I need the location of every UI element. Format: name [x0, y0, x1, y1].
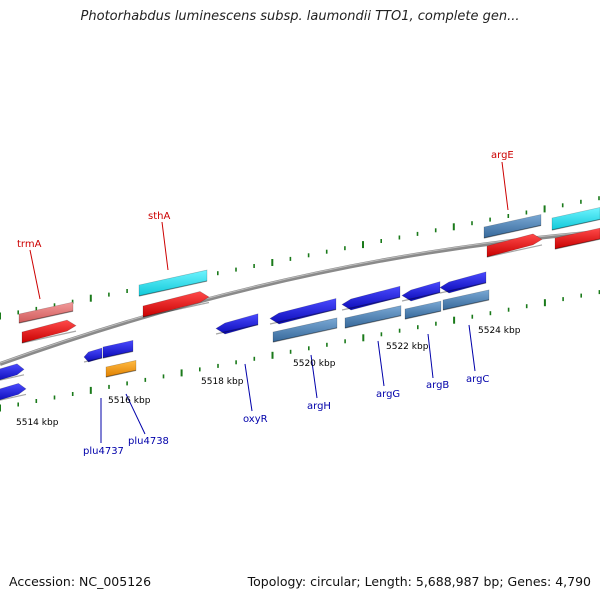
sthA-feature — [138, 269, 208, 297]
gene-label-plu4738[interactable]: plu4738 — [128, 436, 169, 447]
label-leader-line — [501, 161, 509, 211]
argE-feature — [483, 214, 542, 239]
gene-features — [0, 207, 600, 401]
gene-label-plu4737[interactable]: plu4737 — [83, 446, 124, 457]
feature-blue-edge-2 — [0, 383, 27, 401]
gene-label-trmA[interactable]: trmA — [17, 239, 42, 250]
argH-feature — [269, 298, 337, 325]
argC-steel-feature — [442, 289, 490, 311]
tick-label: 5518 kbp — [201, 377, 244, 387]
label-leader-line — [377, 340, 385, 387]
tick-label: 5520 kbp — [293, 359, 336, 369]
label-leader-line — [125, 393, 146, 435]
gene-label-argB[interactable]: argB — [426, 380, 449, 391]
argB-feature — [401, 281, 441, 302]
trmA-rna-feature — [18, 301, 74, 324]
argG-feature — [341, 285, 401, 311]
feature-shadow — [272, 327, 338, 343]
feature-shadow — [21, 330, 77, 344]
feature-shadow — [215, 324, 259, 335]
feature-shadow — [401, 292, 441, 302]
argE-cds-feature — [486, 233, 543, 258]
oxyR-feature — [215, 313, 259, 335]
argH-steel-feature — [272, 317, 338, 343]
label-leader-line — [427, 333, 434, 379]
label-leader-line — [310, 354, 318, 399]
feature-shadow — [105, 369, 137, 378]
feature-red-edge — [554, 227, 600, 250]
feature-shadow — [0, 393, 27, 401]
feature-shadow — [442, 299, 490, 311]
gene-label-oxyR[interactable]: oxyR — [243, 414, 268, 425]
gene-label-argH[interactable]: argH — [307, 401, 331, 412]
trmA-cds-feature — [21, 319, 77, 344]
accession-label: Accession: NC_005126 — [9, 574, 152, 589]
plu4737-feature — [83, 347, 103, 363]
label-leader-line — [468, 324, 476, 372]
argC-feature — [439, 271, 487, 294]
feature-shadow — [0, 374, 25, 381]
gene-label-argG[interactable]: argG — [376, 389, 400, 400]
feature-shadow — [439, 282, 487, 294]
tick-label: 5516 kbp — [108, 396, 151, 406]
plu4738-orange-feature — [105, 360, 137, 378]
forward-tick-track — [0, 196, 600, 320]
feature-shadow — [269, 308, 337, 325]
gene-label-argC[interactable]: argC — [466, 374, 489, 385]
feature-shadow — [551, 218, 600, 231]
feature-shadow — [83, 357, 103, 363]
reverse-tick-track — [0, 290, 600, 412]
feature-shadow — [102, 350, 134, 359]
feature-shadow — [138, 280, 208, 297]
argG-steel-feature — [344, 305, 402, 329]
feature-shadow — [344, 315, 402, 329]
sthA-cds-feature — [142, 291, 210, 318]
tick-label: 5524 kbp — [478, 326, 521, 336]
feature-shadow — [554, 238, 600, 250]
feature-shadow — [404, 310, 442, 320]
label-leader-line — [244, 363, 253, 412]
label-leader-line — [29, 249, 41, 300]
feature-cyan-edge — [551, 207, 600, 231]
tick-label: 5514 kbp — [16, 418, 59, 428]
feature-shadow — [142, 301, 210, 318]
map-title: Photorhabdus luminescens subsp. laumondi… — [80, 9, 520, 24]
feature-shadow — [486, 244, 543, 258]
feature-shadow — [341, 296, 401, 311]
label-leaders — [29, 161, 509, 443]
gene-label-argE[interactable]: argE — [491, 150, 514, 161]
plu4738-feature — [102, 340, 134, 359]
gene-label-sthA[interactable]: sthA — [148, 211, 170, 222]
genome-summary: Topology: circular; Length: 5,688,987 bp… — [247, 574, 591, 589]
feature-shadow — [483, 224, 542, 239]
argB-steel-feature — [404, 300, 442, 320]
feature-blue-edge — [0, 363, 25, 381]
label-leader-line — [161, 221, 169, 271]
feature-shadow — [18, 310, 74, 324]
tick-label: 5522 kbp — [386, 342, 429, 352]
